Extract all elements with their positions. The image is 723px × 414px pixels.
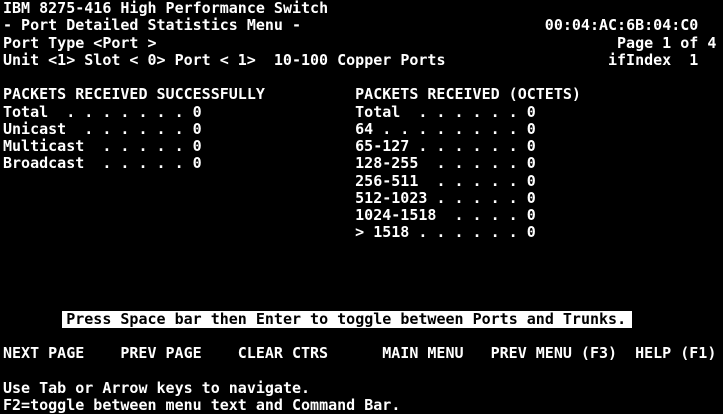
oct-512-1023-label: 512-1023 [355,188,428,207]
dot-leader: . . . . . . [418,102,518,121]
rx-broadcast-value: 0 [192,154,202,173]
oct-65-127-label: 65-127 [355,137,410,155]
unit-label: Unit [3,50,40,69]
slot-label: Slot [84,50,121,69]
cmd-prev-page[interactable]: PREV PAGE [120,344,202,362]
unit-selector[interactable]: <1> [48,50,76,69]
rx-broadcast-label: Broadcast [3,154,85,173]
rx-unicast-label: Unicast [3,119,67,138]
dot-leader: . . . . . . . . [382,119,518,138]
oct-total-label: Total [355,102,401,121]
oct-128-255-value: 0 [526,154,536,173]
ifindex-value: 1 [689,50,699,69]
stats-left-title: PACKETS RECEIVED SUCCESSFULLY [3,85,265,104]
slot-selector[interactable]: < 0> [129,50,166,69]
port-selector[interactable]: < 1> [219,50,256,69]
cmd-help[interactable]: HELP (F1) [635,344,717,362]
rx-total-label: Total [3,102,49,121]
dot-leader: . . . . . [436,154,518,173]
footer-hint-navigation: Use Tab or Arrow keys to navigate. [3,378,311,397]
stats-right-title: PACKETS RECEIVED (OCTETS) [355,85,581,104]
oct-65-127-value: 0 [526,137,536,155]
dot-leader: . . . . . . . [66,102,184,121]
dot-leader: . . . . . . [418,137,518,155]
oct-256-511-label: 256-511 [355,171,419,190]
port-type-label: Port Type [3,33,85,52]
page-indicator: Page 1 of 4 [617,33,717,52]
dot-leader: . . . . . [102,137,184,155]
dot-leader: . . . . . . [84,119,184,138]
port-type-field[interactable]: <Port > [93,33,157,52]
dot-leader: . . . . [454,206,518,224]
oct-128-255-label: 128-255 [355,154,419,173]
oct-256-511-value: 0 [526,171,536,190]
oct-total-value: 0 [526,102,536,121]
screen-title: IBM 8275-416 High Performance Switch [3,0,329,17]
cmd-prev-menu[interactable]: PREV MENU (F3) [490,344,618,362]
oct-gt-1518-label: > 1518 [355,223,410,242]
oct-gt-1518-value: 0 [526,223,536,242]
oct-512-1023-value: 0 [526,188,536,207]
oct-64-label: 64 [355,119,374,138]
dot-leader: . . . . . . [418,223,518,242]
port-label: Port [174,50,211,69]
port-media-type: 10-100 Copper Ports [273,50,446,69]
oct-1024-1518-label: 1024-1518 [355,206,437,224]
rx-multicast-label: Multicast [3,137,85,155]
rx-unicast-value: 0 [192,119,202,138]
message-bar: Press Space bar then Enter to toggle bet… [62,310,633,328]
dot-leader: . . . . . [102,154,184,173]
mac-address: 00:04:AC:6B:04:C0 [544,16,699,35]
dot-leader: . . . . . [436,188,518,207]
oct-64-value: 0 [526,119,536,138]
menu-subtitle: - Port Detailed Statistics Menu - [3,16,302,35]
rx-multicast-value: 0 [192,137,202,155]
cmd-clear-ctrs[interactable]: CLEAR CTRS [237,344,329,362]
cmd-main-menu[interactable]: MAIN MENU [382,344,464,362]
footer-hint-f2-toggle: F2=toggle between menu text and Command … [3,395,401,414]
ifindex-label: ifIndex [608,50,672,69]
oct-1024-1518-value: 0 [526,206,536,224]
cmd-next-page[interactable]: NEXT PAGE [3,344,85,362]
rx-total-value: 0 [192,102,202,121]
dot-leader: . . . . . [436,171,518,190]
